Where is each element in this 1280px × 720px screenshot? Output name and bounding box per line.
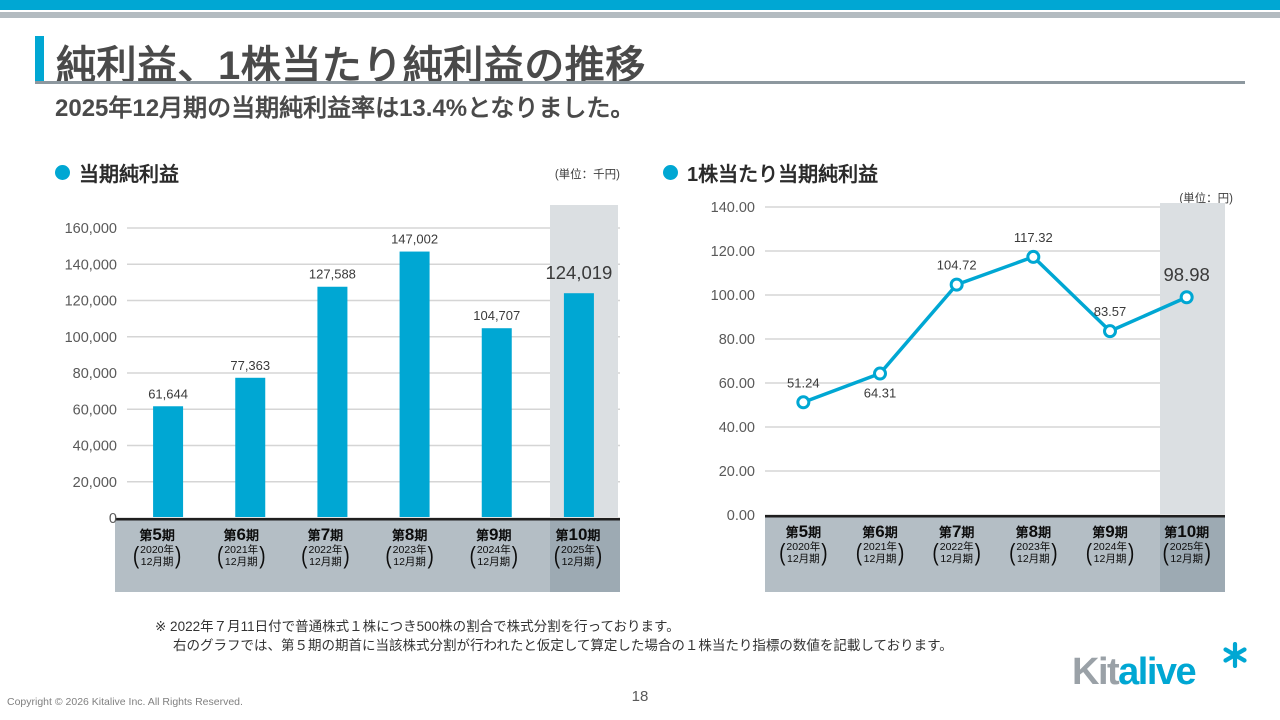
top-accent-bar xyxy=(0,0,1280,10)
title-accent-bar xyxy=(35,36,44,81)
x-axis-labels: 第5期(2020年 12月期) 第6期(2021年 12月期) 第7期(2022年 12月… xyxy=(765,517,1225,592)
latest-period-strip-highlight xyxy=(1160,517,1225,592)
value-label: 104.72 xyxy=(937,258,977,273)
x-axis-label: 第9期(2024年 12月期) xyxy=(1085,522,1135,567)
bar xyxy=(317,286,348,517)
net-income-bar-chart: 61,644 77,363 127,588 147,002 104,707 124,019… xyxy=(65,205,620,527)
value-label: 64.31 xyxy=(864,386,897,401)
data-point-marker xyxy=(873,366,887,381)
footnote-line-1: ※ 2022年７月11日付で普通株式１株につき500株の割合で株式分割を行ってお… xyxy=(155,619,680,634)
value-label: 124,019 xyxy=(545,262,612,283)
latest-period-highlight-band xyxy=(1160,203,1225,514)
line-chart-x-axis-strip: 第5期(2020年 12月期) 第6期(2021年 12月期) 第7期(2022年 12月… xyxy=(765,517,1225,592)
eps-line-chart: 51.24 64.31 104.72 117.32 83.57 98.98 0.00 20.0… xyxy=(711,200,1225,524)
bar xyxy=(235,377,266,517)
x-axis-label: 第8期(2023年 12月期) xyxy=(1009,522,1058,567)
data-point-marker xyxy=(796,395,811,410)
y-axis-tick-label: 0 xyxy=(109,511,117,527)
x-axis-label: 第6期(2021年 12月期) xyxy=(217,525,266,570)
value-label: 61,644 xyxy=(148,386,188,401)
value-label: 77,363 xyxy=(230,358,270,373)
x-axis-label: 第6期(2021年 12月期) xyxy=(855,522,905,567)
bar-chart-x-axis-strip: 第5期(2020年 12月期) 第6期(2021年 12月期) 第7期(2022年 12月… xyxy=(115,520,620,592)
x-axis-label: 第10期(2025年 12月期) xyxy=(1162,522,1211,567)
copyright-text: Copyright © 2026 Kitalive Inc. All Right… xyxy=(7,696,243,708)
bar xyxy=(563,293,594,517)
x-axis-label: 第5期(2020年 12月期) xyxy=(132,525,182,570)
y-axis-tick-label: 60,000 xyxy=(73,402,117,418)
data-point-marker xyxy=(949,277,964,292)
value-label: 117.32 xyxy=(1014,230,1053,245)
line-chart-header: 1株当たり当期純利益 xyxy=(663,158,878,187)
x-axis-label: 第8期(2023年 12月期) xyxy=(385,525,434,570)
line-chart-title: 1株当たり当期純利益 xyxy=(687,164,879,186)
data-point-marker xyxy=(1026,249,1041,264)
x-axis-label: 第9期(2024年 12月期) xyxy=(469,525,519,570)
value-label: 147,002 xyxy=(391,232,438,247)
y-axis-tick-label: 100.00 xyxy=(711,288,755,304)
y-axis-tick-label: 140.00 xyxy=(711,200,755,216)
value-label: 98.98 xyxy=(1164,264,1210,285)
x-axis-label: 第10期(2025年 12月期) xyxy=(553,525,603,570)
latest-period-strip-highlight xyxy=(550,520,620,592)
logo-text: Kitalive xyxy=(1072,651,1197,693)
line-chart-unit-label: (単位：円) xyxy=(1179,193,1233,205)
logo-asterisk-icon xyxy=(1223,642,1247,668)
bar-chart-title: 当期純利益 xyxy=(79,164,179,186)
page-number: 18 xyxy=(631,688,649,705)
x-axis-label: 第5期(2020年 12月期) xyxy=(779,522,828,567)
logo-text-kit: Kit xyxy=(1072,651,1120,693)
line-series xyxy=(801,255,1189,405)
bar xyxy=(399,251,430,517)
value-label: 51.24 xyxy=(787,375,820,390)
bar xyxy=(153,406,184,517)
y-axis-tick-label: 60.00 xyxy=(719,376,755,392)
chart-bullet-icon xyxy=(663,165,678,180)
y-axis-tick-label: 40.00 xyxy=(719,420,755,436)
bar xyxy=(481,328,512,517)
value-label: 83.57 xyxy=(1094,304,1127,319)
data-point-marker xyxy=(1103,324,1117,339)
y-axis-tick-label: 120.00 xyxy=(711,244,755,260)
page-subtitle: 2025年12月期の当期純利益率は13.4%となりました。 xyxy=(55,95,635,122)
y-axis-tick-label: 20.00 xyxy=(719,464,755,480)
y-axis-tick-label: 140,000 xyxy=(65,257,117,273)
logo-text-alive: alive xyxy=(1118,651,1197,693)
y-axis-tick-label: 40,000 xyxy=(73,439,117,455)
chart-bullet-icon xyxy=(55,165,70,180)
bar-chart-header: 当期純利益 xyxy=(55,158,179,187)
value-label: 127,588 xyxy=(309,267,356,282)
footnote-line-2: 右のグラフでは、第５期の期首に当該株式分割が行われたと仮定して算定した場合の１株… xyxy=(173,638,953,653)
footnote: ※ 2022年７月11日付で普通株式１株につき500株の割合で株式分割を行ってお… xyxy=(155,617,953,655)
y-axis-tick-label: 80.00 xyxy=(719,332,755,348)
page-title: 純利益、1株当たり純利益の推移 xyxy=(56,44,646,88)
data-point-marker xyxy=(1179,290,1194,305)
y-axis-tick-label: 0.00 xyxy=(727,508,755,524)
kitalive-logo: Kitalive xyxy=(1072,642,1262,706)
value-label: 104,707 xyxy=(473,308,520,323)
y-axis-tick-label: 120,000 xyxy=(65,294,117,310)
y-axis-tick-label: 80,000 xyxy=(73,366,117,382)
bar-chart-unit-label: (単位：千円) xyxy=(554,169,620,181)
y-axis-tick-label: 20,000 xyxy=(73,475,117,491)
title-underline xyxy=(35,81,1245,84)
x-axis-labels: 第5期(2020年 12月期) 第6期(2021年 12月期) 第7期(2022年 12月… xyxy=(115,520,620,592)
x-axis-label: 第7期(2022年 12月期) xyxy=(301,525,350,570)
y-axis-tick-label: 160,000 xyxy=(65,221,117,237)
x-axis-label: 第7期(2022年 12月期) xyxy=(932,522,981,567)
top-secondary-bar xyxy=(0,12,1280,18)
y-axis-tick-label: 100,000 xyxy=(65,330,117,346)
